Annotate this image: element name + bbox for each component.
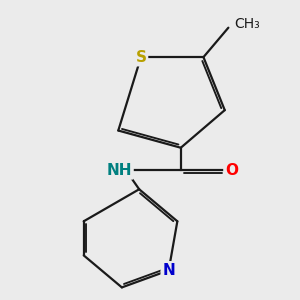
Text: NH: NH — [106, 163, 132, 178]
Text: O: O — [225, 163, 238, 178]
Text: N: N — [162, 263, 175, 278]
Text: S: S — [135, 50, 146, 64]
Text: CH₃: CH₃ — [234, 17, 260, 31]
